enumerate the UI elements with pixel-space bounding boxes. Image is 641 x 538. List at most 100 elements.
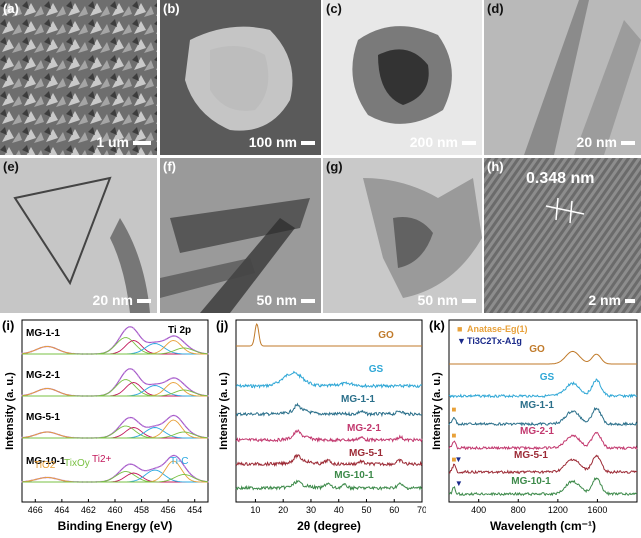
series-label: GS [540, 372, 555, 383]
scale-bar: 20 nm [93, 293, 151, 307]
xps-data-point [128, 326, 130, 328]
xps-data-point [174, 414, 177, 417]
xps-data-point [155, 340, 158, 343]
scale-text: 2 nm [588, 292, 621, 308]
xps-data-point [132, 369, 135, 372]
series-label: MG-2-1 [26, 370, 60, 381]
xps-component [22, 379, 208, 397]
xrd-line [235, 370, 423, 389]
series-label: MG-5-1 [514, 450, 548, 461]
xps-data-point [174, 335, 177, 338]
series-label: MG-5-1 [26, 412, 60, 423]
xps-component [22, 347, 209, 355]
series-label: MG-10-1 [334, 470, 374, 481]
xps-data-point [155, 424, 158, 427]
x-tick-label: 800 [511, 505, 526, 515]
panel-e: (e) 20 nm [0, 158, 157, 313]
peak-marker: ■ [452, 405, 457, 414]
panel-f: (f) 50 nm [160, 158, 321, 313]
x-tick-label: 50 [361, 505, 371, 515]
raman-line [448, 477, 638, 497]
xps-data-point [123, 371, 126, 374]
panel-label: (c) [326, 1, 342, 16]
scale-text: 100 nm [248, 134, 297, 150]
sem-texture-a [0, 0, 157, 155]
panel-a: (a) 1 um [0, 0, 157, 155]
xps-data-point [123, 466, 126, 468]
xps-data-point [179, 418, 182, 421]
x-tick-label: 30 [306, 505, 316, 515]
x-tick-label: 462 [81, 505, 96, 515]
xps-data-point [142, 425, 144, 427]
plot-frame [235, 319, 423, 503]
panel-label: (h) [487, 159, 504, 174]
plot-frame [448, 319, 638, 503]
panel-h: (h) 0.348 nm 2 nm [484, 158, 641, 313]
peak-marker: ▼ [454, 455, 462, 464]
y-axis-label: Intensity (a. u.) [431, 372, 443, 450]
panel-label: (j) [216, 318, 228, 333]
xps-data-point [160, 422, 163, 425]
xps-data-point [165, 460, 168, 463]
component-label: TixOy [64, 458, 90, 469]
scale-bar: 20 nm [577, 135, 635, 149]
xps-data-point [118, 470, 121, 473]
x-axis-label: Binding Energy (eV) [58, 519, 173, 533]
xps-data-point [142, 338, 144, 341]
component-label: Ti2+ [92, 454, 112, 465]
chart-k-raman: (k) Intensity (a. u.) Wavelength (cm⁻¹) … [429, 318, 638, 533]
series-label: MG-1-1 [26, 328, 60, 339]
scale-text: 50 nm [256, 292, 297, 308]
tem-sheet-e [13, 176, 150, 313]
corner-label: Ti 2p [168, 325, 191, 336]
xps-data-point [132, 417, 135, 420]
xrd-line [235, 453, 423, 467]
x-axis-label: 2θ (degree) [297, 519, 361, 533]
x-axis-label: Wavelength (cm⁻¹) [490, 519, 596, 533]
panel-c: (c) 200 nm [323, 0, 482, 155]
legend-marker: ▼ [457, 336, 466, 346]
panel-label: (b) [163, 1, 180, 16]
xps-data-point [128, 463, 130, 466]
series-label: MG-1-1 [341, 394, 375, 405]
xps-data-point [160, 340, 163, 343]
xps-data-point [146, 383, 149, 386]
xps-component [22, 474, 209, 483]
peak-marker: ■ [452, 455, 457, 464]
xps-data-point [146, 341, 149, 344]
peak-marker: ■ [452, 431, 457, 440]
tem-fold-d [524, 0, 641, 155]
xps-data-point [118, 425, 121, 427]
panel-label: (a) [3, 1, 19, 16]
xps-component [22, 431, 209, 439]
raman-line [448, 406, 638, 427]
y-axis-label: Intensity (a. u.) [4, 372, 16, 450]
chart-i-xps: (i) Ti 2p Intensity (a. u.) Binding Ener… [2, 318, 209, 533]
panel-d: (d) 20 nm [484, 0, 641, 155]
xps-data-point [128, 416, 130, 419]
xps-data-point [151, 425, 154, 428]
scale-text: 20 nm [92, 292, 133, 308]
xps-data-point [188, 346, 191, 348]
x-tick-label: 458 [134, 505, 149, 515]
xps-data-point [179, 337, 182, 340]
xps-data-point [142, 380, 144, 383]
xps-data-point [128, 368, 130, 370]
xps-data-point [137, 421, 140, 424]
xps-data-point [132, 463, 135, 466]
x-tick-label: 10 [250, 505, 260, 515]
x-tick-label: 460 [107, 505, 122, 515]
xps-data-point [179, 379, 182, 382]
xps-data-point [160, 382, 163, 385]
xps-data-point [169, 377, 172, 380]
hrtem-lattice-h [484, 158, 641, 313]
xps-component [22, 389, 209, 397]
series-label: MG-10-1 [26, 456, 66, 467]
xps-data-point [118, 336, 121, 339]
xps-data-point [188, 388, 191, 390]
series-label: GS [369, 364, 384, 375]
x-tick-label: 466 [28, 505, 43, 515]
xps-data-point [132, 327, 135, 330]
xps-data-point [188, 471, 191, 474]
series-label: GO [529, 344, 545, 355]
